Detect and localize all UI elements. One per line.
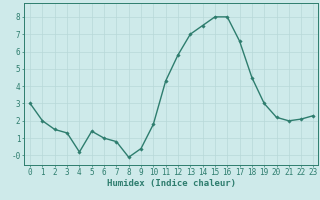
X-axis label: Humidex (Indice chaleur): Humidex (Indice chaleur) xyxy=(107,179,236,188)
